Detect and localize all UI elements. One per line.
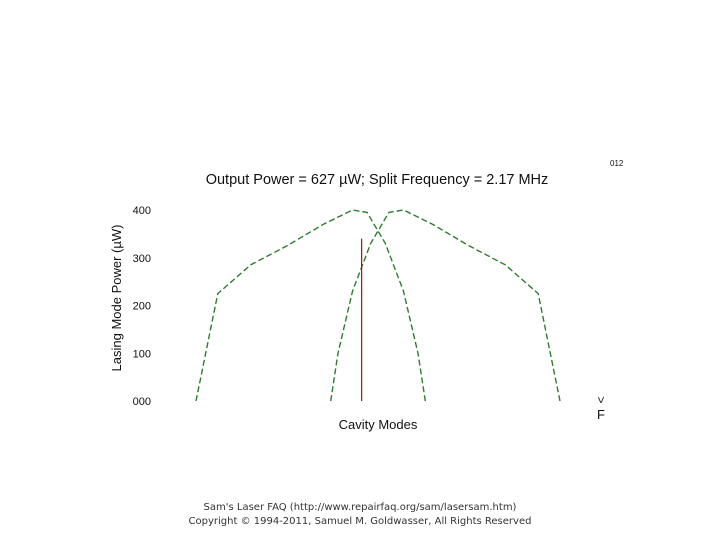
mode-curve-1 bbox=[195, 209, 426, 402]
y-axis-label: Lasing Mode Power (µW) bbox=[109, 225, 124, 372]
y-tick-label: 200 bbox=[133, 301, 151, 313]
footer-line-2: Copyright © 1994-2011, Samuel M. Goldwas… bbox=[188, 516, 532, 527]
chart-title: Output Power = 627 µW; Split Frequency =… bbox=[206, 172, 549, 188]
frequency-label: F bbox=[597, 407, 605, 422]
y-tick-label: 400 bbox=[133, 205, 151, 217]
footer-line-1: Sam's Laser FAQ (http://www.repairfaq.or… bbox=[203, 502, 517, 513]
corner-id-label: 012 bbox=[610, 159, 624, 168]
y-tick-labels: 400 300 200 100 000 bbox=[133, 205, 151, 408]
y-tick-label: 300 bbox=[133, 253, 151, 265]
y-tick-label: 100 bbox=[133, 348, 151, 360]
frequency-arrow: > bbox=[594, 396, 608, 403]
x-axis-label: Cavity Modes bbox=[339, 417, 418, 432]
y-tick-label: 000 bbox=[133, 396, 151, 408]
series-layer bbox=[195, 209, 561, 402]
mode-curve-2 bbox=[330, 209, 561, 402]
